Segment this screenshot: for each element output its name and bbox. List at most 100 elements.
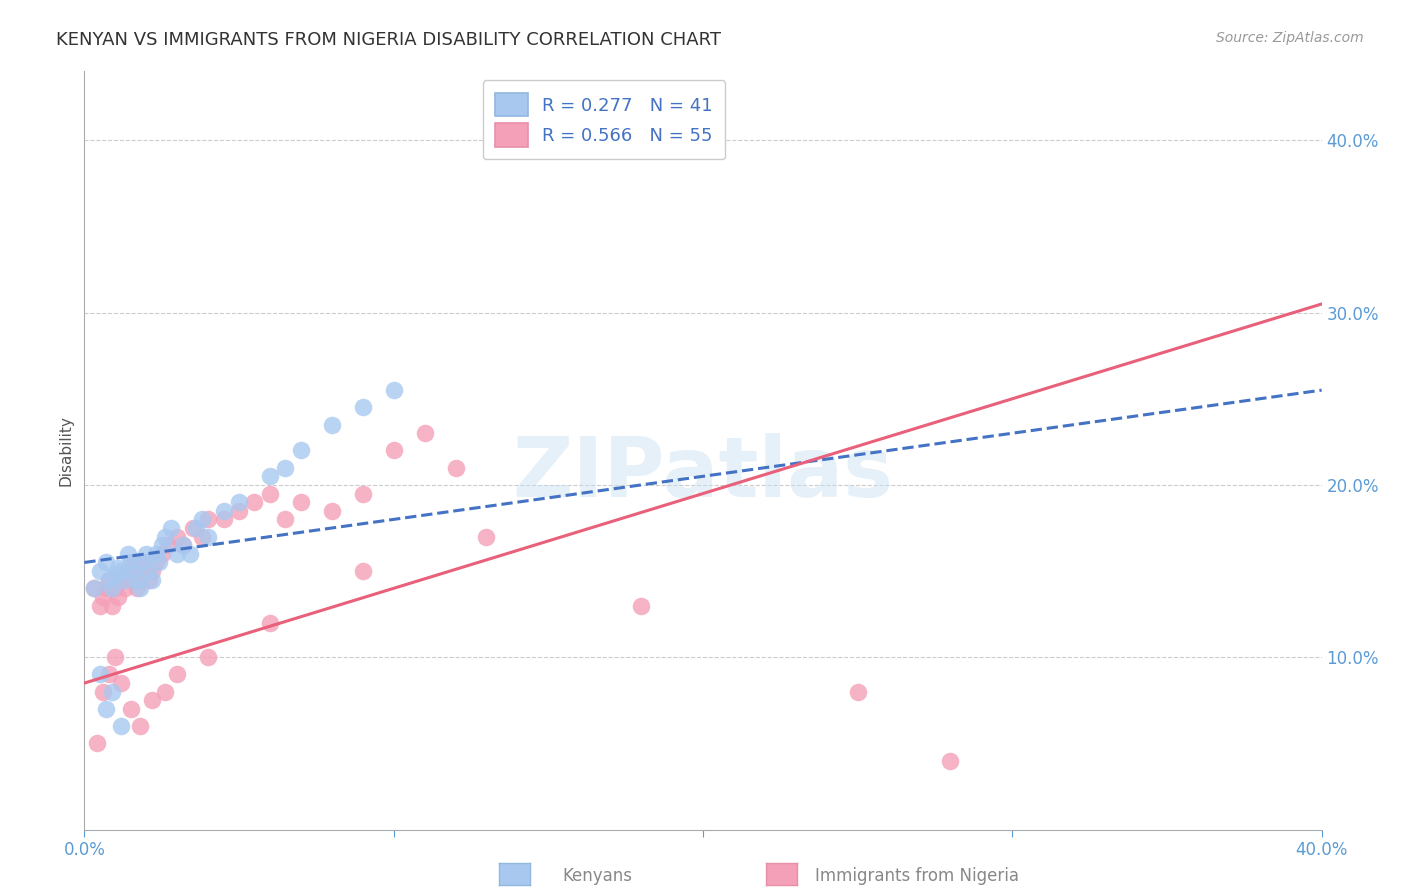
Point [150, 538, 173, 552]
Point [138, 564, 160, 578]
Y-axis label: Disability: Disability [58, 415, 73, 486]
Point [145, 556, 167, 570]
Point [172, 538, 194, 552]
Point [114, 582, 136, 596]
Point [160, 521, 183, 535]
Point [243, 495, 266, 509]
Point [352, 486, 374, 500]
Point [166, 530, 188, 544]
Legend: R = 0.277   N = 41, R = 0.566   N = 55: R = 0.277 N = 41, R = 0.566 N = 55 [482, 80, 725, 160]
Point [145, 547, 167, 561]
Point [156, 538, 179, 552]
Point [129, 719, 152, 733]
Text: KENYAN VS IMMIGRANTS FROM NIGERIA DISABILITY CORRELATION CHART: KENYAN VS IMMIGRANTS FROM NIGERIA DISABI… [56, 31, 721, 49]
Point [94, 556, 117, 570]
Point [166, 547, 188, 561]
Point [172, 538, 194, 552]
Text: ZIPatlas: ZIPatlas [513, 433, 893, 514]
Point [122, 556, 145, 570]
Point [352, 564, 374, 578]
Point [274, 460, 297, 475]
Point [132, 556, 155, 570]
Point [132, 564, 155, 578]
Point [184, 521, 207, 535]
Point [153, 530, 176, 544]
Point [413, 426, 436, 441]
Point [83, 582, 105, 596]
Point [259, 615, 281, 630]
Point [141, 573, 163, 587]
Point [89, 667, 111, 681]
Point [101, 599, 124, 613]
Point [939, 754, 962, 768]
Point [120, 556, 142, 570]
Point [101, 684, 124, 698]
Point [107, 590, 129, 604]
Point [444, 460, 467, 475]
Point [83, 582, 105, 596]
Point [197, 530, 219, 544]
Point [120, 702, 142, 716]
Point [141, 564, 163, 578]
Point [290, 443, 312, 458]
Point [94, 582, 117, 596]
Text: Immigrants from Nigeria: Immigrants from Nigeria [815, 867, 1019, 885]
Point [117, 564, 139, 578]
Point [117, 547, 139, 561]
Point [321, 417, 343, 432]
Point [228, 504, 250, 518]
Point [110, 564, 132, 578]
Text: Kenyans: Kenyans [562, 867, 633, 885]
Point [352, 401, 374, 415]
Point [91, 590, 114, 604]
Point [101, 582, 124, 596]
Point [212, 504, 235, 518]
Point [382, 443, 405, 458]
Point [129, 582, 152, 596]
Point [129, 573, 152, 587]
Point [150, 547, 173, 561]
Point [98, 573, 121, 587]
Point [120, 573, 142, 587]
Point [89, 599, 111, 613]
Point [98, 667, 121, 681]
Point [197, 512, 219, 526]
Point [166, 667, 188, 681]
Text: Source: ZipAtlas.com: Source: ZipAtlas.com [1216, 31, 1364, 45]
Point [197, 650, 219, 665]
Point [191, 530, 214, 544]
Point [475, 530, 498, 544]
Point [138, 573, 160, 587]
Point [110, 719, 132, 733]
Point [274, 512, 297, 526]
Point [125, 573, 148, 587]
Point [104, 582, 127, 596]
Point [259, 486, 281, 500]
Point [148, 556, 170, 570]
Point [290, 495, 312, 509]
Point [179, 547, 201, 561]
Point [89, 564, 111, 578]
Point [110, 676, 132, 690]
Point [846, 684, 869, 698]
Point [114, 573, 136, 587]
Point [98, 573, 121, 587]
Point [110, 573, 132, 587]
Point [91, 684, 114, 698]
Point [135, 547, 157, 561]
Point [104, 650, 127, 665]
Point [259, 469, 281, 483]
Point [125, 582, 148, 596]
Point [94, 702, 117, 716]
Point [86, 736, 108, 750]
Point [153, 684, 176, 698]
Point [107, 560, 129, 574]
Point [104, 567, 127, 582]
Point [212, 512, 235, 526]
Point [135, 556, 157, 570]
Point [122, 564, 145, 578]
Point [181, 521, 204, 535]
Point [228, 495, 250, 509]
Point [630, 599, 652, 613]
Point [141, 693, 163, 707]
